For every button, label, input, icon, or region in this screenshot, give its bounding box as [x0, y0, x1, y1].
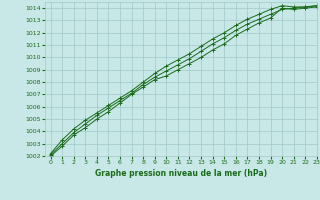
- X-axis label: Graphe pression niveau de la mer (hPa): Graphe pression niveau de la mer (hPa): [95, 169, 267, 178]
